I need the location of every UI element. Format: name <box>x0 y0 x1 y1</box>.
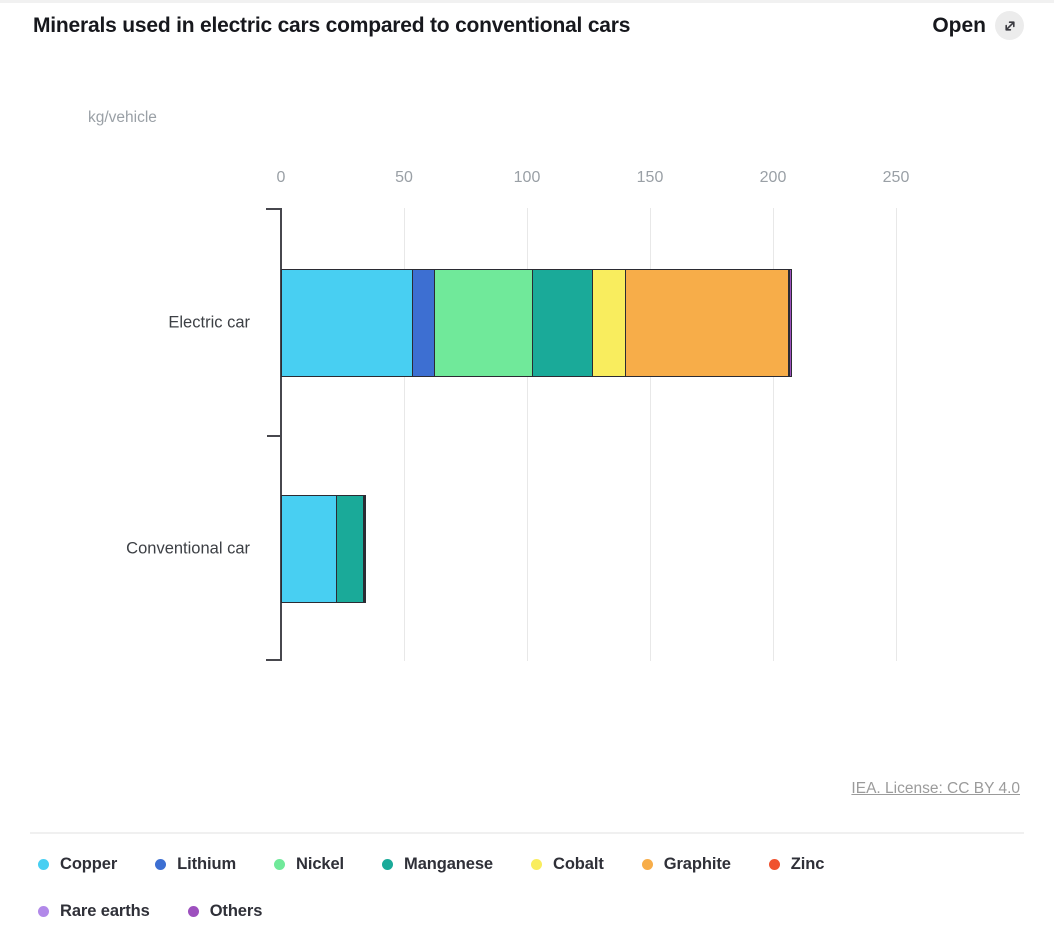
x-tick-label-0: 0 <box>276 169 286 186</box>
bar-segment-electric-car-graphite[interactable] <box>624 269 791 377</box>
plot-area: 0 50 100 150 200 250 Electric car Conventional … <box>0 3 1054 934</box>
legend-label-lithium: Lithium <box>177 855 237 873</box>
gridline-200 <box>773 208 774 661</box>
chart-legend: Copper Lithium Nickel Manganese Cobalt Graphi… <box>38 855 956 921</box>
x-tick-label-150: 150 <box>636 169 664 186</box>
legend-divider <box>30 832 1024 834</box>
credit-link[interactable]: IEA. License: CC BY 4.0 <box>851 780 1020 797</box>
bar-segment-electric-car-manganese[interactable] <box>531 269 595 377</box>
bar-segment-electric-car-copper[interactable] <box>281 269 414 377</box>
legend-label-others: Others <box>209 902 263 920</box>
y-axis-top-cap <box>266 208 282 210</box>
legend-item-manganese[interactable]: Manganese <box>382 855 493 874</box>
legend-dot-zinc <box>768 859 780 870</box>
legend-item-copper[interactable]: Copper <box>38 855 117 874</box>
legend-item-zinc[interactable]: Zinc <box>768 855 825 874</box>
legend-label-manganese: Manganese <box>404 855 494 873</box>
legend-label-nickel: Nickel <box>296 855 345 873</box>
open-button-label: Open <box>932 13 986 37</box>
bar-segment-electric-car-nickel[interactable] <box>433 269 534 377</box>
y-axis-line <box>280 208 282 661</box>
y-axis-bottom-cap <box>266 659 282 661</box>
category-label-conventional-car: Conventional car <box>126 539 250 558</box>
legend-item-others[interactable]: Others <box>187 902 263 921</box>
gridline-250 <box>896 208 897 661</box>
bar-segment-electric-car-cobalt[interactable] <box>592 269 627 377</box>
x-tick-label-250: 250 <box>882 169 910 186</box>
legend-dot-manganese <box>382 859 394 870</box>
legend-label-zinc: Zinc <box>790 855 825 873</box>
legend-dot-nickel <box>274 859 286 870</box>
legend-label-copper: Copper <box>60 855 118 873</box>
x-tick-label-200: 200 <box>759 169 787 186</box>
bar-segment-electric-car-others[interactable] <box>789 269 792 377</box>
x-tick-label-50: 50 <box>395 169 413 186</box>
expand-icon <box>995 11 1024 40</box>
legend-dot-copper <box>38 859 49 870</box>
legend-item-lithium[interactable]: Lithium <box>155 855 236 874</box>
category-label-electric-car: Electric car <box>168 313 250 332</box>
bar-segment-conventional-car-others[interactable] <box>363 495 367 603</box>
open-button[interactable]: Open <box>932 11 1024 40</box>
legend-label-graphite: Graphite <box>663 855 731 873</box>
gridline-50 <box>404 208 405 661</box>
legend-label-rare-earths: Rare earths <box>60 902 150 920</box>
bar-segment-conventional-car-copper[interactable] <box>281 495 338 603</box>
legend-dot-lithium <box>155 859 167 870</box>
legend-label-cobalt: Cobalt <box>553 855 604 873</box>
legend-item-graphite[interactable]: Graphite <box>641 855 731 874</box>
legend-dot-cobalt <box>531 859 543 870</box>
gridline-150 <box>650 208 651 661</box>
gridline-100 <box>527 208 528 661</box>
x-tick-label-100: 100 <box>513 169 541 186</box>
legend-dot-graphite <box>641 859 653 870</box>
unit-label: kg/vehicle <box>88 109 157 126</box>
legend-item-nickel[interactable]: Nickel <box>274 855 344 874</box>
bar-segment-conventional-car-manganese[interactable] <box>335 495 366 603</box>
legend-dot-others <box>187 906 199 917</box>
legend-dot-rare-earths <box>38 906 49 917</box>
legend-item-cobalt[interactable]: Cobalt <box>531 855 604 874</box>
chart-title: Minerals used in electric cars compared … <box>33 14 631 37</box>
bar-segment-electric-car-rare-earths[interactable] <box>788 269 792 377</box>
bar-segment-electric-car-lithium[interactable] <box>411 269 436 377</box>
legend-item-rare-earths[interactable]: Rare earths <box>38 902 150 921</box>
y-axis-category-tick <box>267 435 282 437</box>
